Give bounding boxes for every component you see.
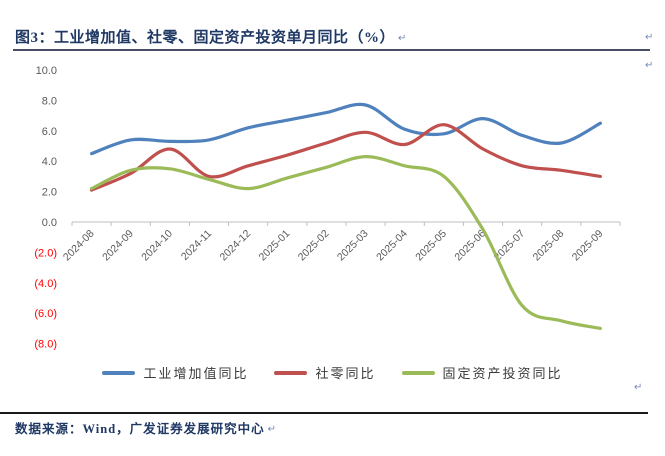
y-axis-tick-label: 6.0 — [42, 126, 57, 138]
x-axis-tick-label: 2025-03 — [335, 228, 371, 264]
y-axis-tick-label: 2.0 — [42, 187, 57, 199]
x-axis-tick-label: 2025-05 — [413, 228, 449, 264]
y-axis-tick-label: 0.0 — [42, 217, 57, 229]
data-source-text: 数据来源：Wind，广发证券发展研究中心 — [15, 422, 265, 436]
series-line-0 — [90, 102, 602, 156]
x-axis-tick-label: 2025-04 — [374, 228, 410, 264]
title-divider — [13, 49, 650, 51]
y-axis-tick-label: (6.0) — [34, 308, 57, 320]
y-axis-tick-label: 10.0 — [36, 65, 57, 77]
x-axis-tick-label: 2024-12 — [218, 228, 254, 264]
legend-line-swatch-blue — [102, 370, 136, 375]
x-axis-tick-label: 2024-10 — [139, 228, 175, 264]
legend-line-swatch-green — [401, 370, 435, 375]
return-mark-icon: ↵ — [645, 32, 654, 43]
x-axis-tick-label: 2025-08 — [531, 228, 567, 264]
y-axis-tick-label: (2.0) — [34, 247, 57, 259]
series-line-2 — [90, 154, 602, 330]
legend-item-industrial: 工业增加值同比 — [102, 363, 248, 382]
x-axis-tick-label: 2025-01 — [257, 228, 293, 264]
legend-item-fai: 固定资产投资同比 — [401, 363, 563, 382]
x-axis-tick-label: 2024-08 — [61, 228, 97, 264]
legend-label: 工业增加值同比 — [143, 366, 249, 381]
line-chart-canvas: 10.0 8.0 6.0 4.0 2.0 0.0 (2.0) (4.0) (6.0) (8.0) 2… — [34, 65, 621, 351]
figure-title-text: 工业增加值、社零、固定资产投资单月同比（%） — [54, 30, 396, 46]
figure-title-label: 图3： — [15, 30, 55, 46]
return-mark-icon: ↵ — [634, 382, 643, 393]
figure-title: 图3：工业增加值、社零、固定资产投资单月同比（%） ↵ — [15, 26, 655, 47]
y-axis-tick-label: (4.0) — [34, 278, 57, 290]
x-axis-tick-label: 2025-02 — [296, 228, 332, 264]
legend-label: 社零同比 — [315, 366, 376, 381]
legend-label: 固定资产投资同比 — [442, 366, 563, 381]
return-mark-icon: ↵ — [398, 33, 407, 44]
y-axis-tick-label: 8.0 — [42, 95, 57, 107]
legend-item-retail: 社零同比 — [274, 363, 375, 382]
y-axis-tick-label: 4.0 — [42, 156, 57, 168]
x-axis-tick-label: 2024-09 — [100, 228, 136, 264]
y-axis-tick-label: (8.0) — [34, 339, 57, 351]
x-axis-tick-label: 2024-11 — [179, 228, 214, 263]
legend-line-swatch-red — [274, 370, 308, 375]
chart-legend: 工业增加值同比 社零同比 固定资产投资同比 — [0, 363, 665, 382]
x-axis-tick-label: 2025-09 — [570, 228, 606, 264]
data-source: 数据来源：Wind，广发证券发展研究中心 ↵ — [15, 418, 277, 437]
return-mark-icon: ↵ — [267, 424, 278, 435]
footer-divider — [0, 412, 648, 414]
x-axis-tick-label: 2025-06 — [452, 228, 488, 264]
return-mark-icon: ↵ — [645, 60, 654, 71]
series-line-1 — [90, 123, 602, 192]
